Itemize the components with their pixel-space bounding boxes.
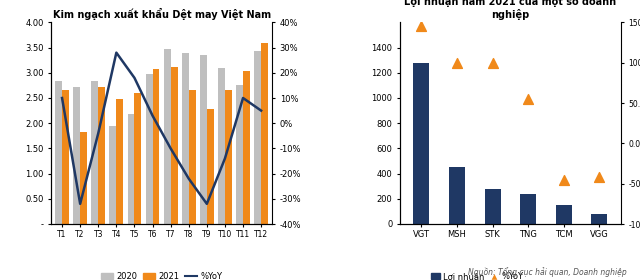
Bar [591, 214, 607, 224]
Legend: 2020, 2021, %YoY: 2020, 2021, %YoY [97, 269, 226, 280]
Point [452, 60, 462, 65]
Bar [109, 126, 116, 224]
Bar [116, 99, 124, 224]
Point [488, 60, 498, 65]
Bar [134, 94, 141, 224]
Point [416, 24, 426, 29]
Bar [99, 87, 105, 224]
Title: Lợi nhuận năm 2021 của một số doanh
nghiệp: Lợi nhuận năm 2021 của một số doanh nghi… [404, 0, 616, 20]
Bar [243, 71, 250, 224]
Bar [55, 81, 62, 224]
Bar [225, 90, 232, 224]
Bar [62, 90, 69, 224]
Bar [413, 63, 429, 224]
Bar [80, 132, 87, 224]
Bar [200, 55, 207, 224]
Bar [449, 167, 465, 224]
Bar [207, 109, 214, 224]
Bar [146, 74, 152, 224]
Bar [236, 85, 243, 224]
Bar [556, 205, 572, 224]
Legend: Lợi nhuận, %YoY: Lợi nhuận, %YoY [428, 269, 527, 280]
Point [595, 175, 605, 179]
Point [559, 178, 569, 182]
Bar [92, 81, 99, 224]
Bar [254, 51, 261, 224]
Bar [171, 67, 177, 224]
Bar [189, 90, 196, 224]
Title: Kim ngạch xuất khẩu Dệt may Việt Nam: Kim ngạch xuất khẩu Dệt may Việt Nam [52, 8, 271, 20]
Text: Nguồn: Tổng cục hải quan, Doanh nghiệp: Nguồn: Tổng cục hải quan, Doanh nghiệp [468, 267, 627, 277]
Bar [484, 189, 500, 224]
Bar [182, 53, 189, 224]
Bar [152, 69, 159, 224]
Bar [73, 87, 80, 224]
Bar [261, 43, 268, 224]
Bar [127, 114, 134, 224]
Point [523, 97, 533, 101]
Bar [520, 194, 536, 224]
Bar [218, 68, 225, 224]
Bar [164, 49, 171, 224]
